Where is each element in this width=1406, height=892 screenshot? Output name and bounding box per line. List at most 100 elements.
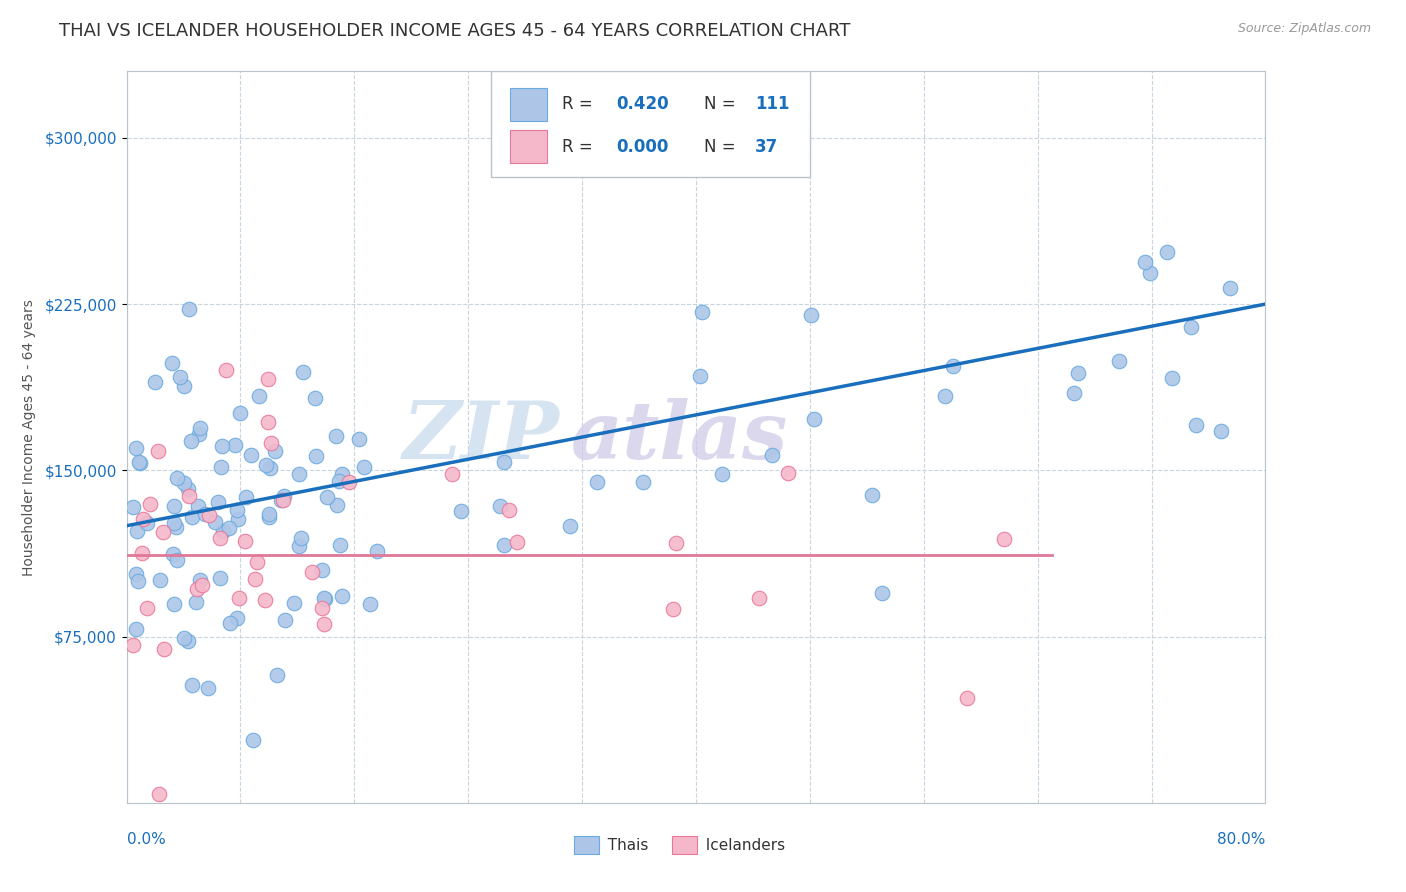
Point xyxy=(257,372,280,386)
Point xyxy=(187,426,209,441)
Point xyxy=(287,539,309,553)
Point xyxy=(181,678,204,692)
Point xyxy=(1156,245,1178,260)
Point xyxy=(283,596,305,610)
Point xyxy=(226,502,249,516)
Text: 80.0%: 80.0% xyxy=(1218,832,1265,847)
Point xyxy=(197,681,219,695)
Point xyxy=(177,634,200,648)
Point xyxy=(305,449,328,463)
Point xyxy=(247,389,270,403)
Point xyxy=(226,610,249,624)
Point xyxy=(228,406,250,420)
Text: R =: R = xyxy=(561,95,598,113)
Point xyxy=(585,475,607,489)
Point xyxy=(1161,371,1184,385)
Point xyxy=(304,392,326,406)
Point xyxy=(270,493,292,508)
Point xyxy=(166,552,188,566)
Point xyxy=(125,567,148,582)
Point xyxy=(163,499,186,513)
Point xyxy=(239,448,262,462)
Point xyxy=(934,389,956,403)
Text: 0.420: 0.420 xyxy=(616,95,669,113)
Point xyxy=(128,456,150,470)
Point xyxy=(330,467,353,482)
Point xyxy=(246,555,269,569)
Point xyxy=(173,378,195,392)
Point xyxy=(188,421,211,435)
Point xyxy=(311,600,333,615)
Point xyxy=(160,356,183,370)
Point xyxy=(273,490,295,504)
Point xyxy=(209,459,232,474)
Point xyxy=(1139,267,1161,281)
Point xyxy=(208,531,231,545)
Point xyxy=(148,787,170,801)
Point xyxy=(942,359,965,373)
Point xyxy=(1135,254,1157,268)
Point xyxy=(253,593,276,607)
Point xyxy=(162,548,184,562)
Text: ZIP: ZIP xyxy=(402,399,560,475)
Text: Source: ZipAtlas.com: Source: ZipAtlas.com xyxy=(1237,22,1371,36)
Point xyxy=(243,572,266,586)
Point xyxy=(132,511,155,525)
Point xyxy=(136,516,159,530)
Point xyxy=(211,439,233,453)
Point xyxy=(125,524,148,539)
Point xyxy=(689,369,711,384)
Point xyxy=(207,495,229,509)
Point xyxy=(492,455,515,469)
Point xyxy=(710,467,733,482)
Point xyxy=(450,504,472,518)
Point xyxy=(173,476,195,491)
Point xyxy=(152,524,174,539)
Point xyxy=(264,444,287,458)
Point xyxy=(177,301,200,316)
Point xyxy=(138,497,160,511)
Bar xyxy=(672,836,697,854)
Text: 37: 37 xyxy=(755,137,779,156)
Text: Thais: Thais xyxy=(598,838,648,853)
Text: N =: N = xyxy=(704,95,741,113)
Point xyxy=(315,490,337,504)
Point xyxy=(224,438,246,452)
Point xyxy=(337,475,360,490)
Point xyxy=(186,582,208,596)
Point xyxy=(179,489,201,503)
Point xyxy=(860,488,883,502)
Point xyxy=(173,632,195,646)
Point xyxy=(122,500,145,514)
Point xyxy=(1211,425,1233,439)
Point xyxy=(165,519,187,533)
Point xyxy=(198,508,221,522)
Point xyxy=(347,432,370,446)
Text: R =: R = xyxy=(561,137,598,156)
Point xyxy=(254,458,277,472)
Point xyxy=(311,563,333,577)
Point xyxy=(1066,366,1088,380)
Point xyxy=(1108,354,1130,368)
Bar xyxy=(574,836,599,854)
Point xyxy=(291,365,314,379)
Point xyxy=(209,571,232,585)
Point xyxy=(259,460,281,475)
Point xyxy=(204,515,226,529)
Point xyxy=(215,363,238,377)
Y-axis label: Householder Income Ages 45 - 64 years: Householder Income Ages 45 - 64 years xyxy=(22,299,37,575)
Point xyxy=(690,305,713,319)
Point xyxy=(233,534,256,549)
Point xyxy=(257,507,280,521)
Point xyxy=(800,309,823,323)
Point xyxy=(184,595,207,609)
Point xyxy=(748,591,770,605)
Point xyxy=(498,503,520,517)
Point xyxy=(326,498,349,512)
Point xyxy=(558,519,581,533)
Point xyxy=(870,586,893,600)
Point xyxy=(128,455,150,469)
Point xyxy=(257,415,280,429)
Point xyxy=(228,512,250,526)
Text: 111: 111 xyxy=(755,95,790,113)
